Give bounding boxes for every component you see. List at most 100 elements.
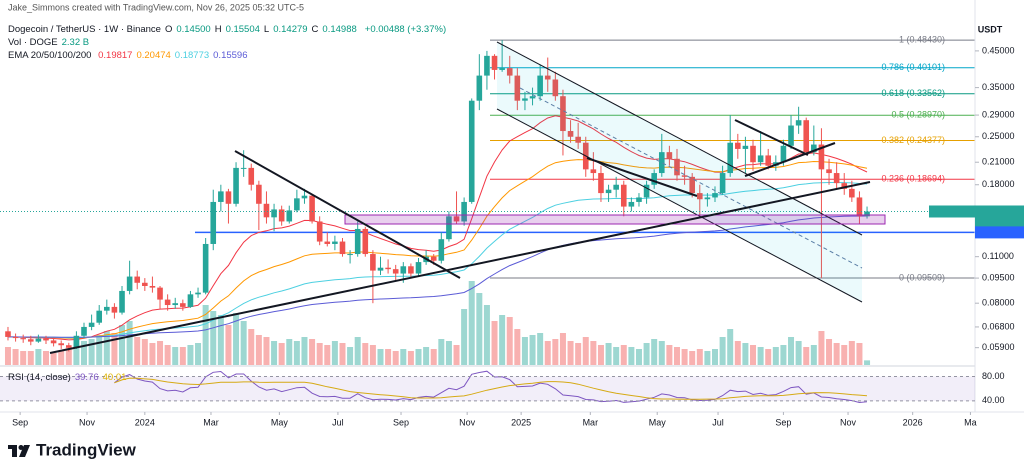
candle-body	[674, 158, 680, 176]
volume-bar	[134, 337, 141, 365]
candle-body	[620, 184, 627, 207]
volume-bar	[423, 347, 430, 365]
volume-bar	[20, 351, 27, 365]
candle-body	[484, 55, 490, 76]
candle-body	[590, 169, 597, 174]
candle-body	[651, 173, 657, 185]
volume-bar	[491, 321, 498, 365]
volume-bar	[316, 343, 323, 365]
volume-bar	[628, 347, 635, 365]
volume-bar	[240, 321, 247, 365]
price-tag-box	[975, 205, 1024, 228]
volume-bar	[795, 341, 802, 365]
ema-line	[8, 215, 868, 338]
candle-body	[240, 167, 247, 169]
volume-bar	[575, 343, 582, 365]
volume-bar	[187, 345, 194, 365]
volume-bar	[833, 343, 840, 365]
brand: TradingView	[36, 440, 137, 459]
candle-body	[400, 266, 407, 274]
candle-body	[811, 144, 817, 153]
volume-bar	[42, 351, 49, 365]
candle-body	[392, 269, 399, 274]
candle-body	[58, 343, 64, 346]
volume-bar	[324, 345, 331, 365]
volume-bar	[590, 341, 597, 365]
volume-bar	[149, 343, 156, 365]
trend-line	[586, 157, 698, 197]
volume-bar	[635, 349, 642, 365]
volume-bar	[681, 349, 688, 365]
x-tick-label: Jul	[712, 417, 724, 427]
candle-body	[826, 169, 832, 174]
rsi-band	[0, 376, 975, 401]
candle-body	[278, 209, 285, 222]
axis-unit: USDT	[978, 24, 1003, 34]
fib-label: 0 (0.09509)	[899, 272, 945, 282]
volume-bar	[12, 349, 19, 365]
volume-bar	[803, 347, 810, 365]
x-tick-label: Sep	[12, 417, 28, 427]
rsi-line	[114, 370, 868, 404]
volume-bar	[476, 293, 483, 365]
volume-bar	[354, 337, 361, 365]
candle-body	[491, 55, 498, 70]
candle-body	[560, 96, 566, 132]
ohlc-key: C	[311, 24, 319, 35]
candle-body	[309, 195, 315, 222]
candle-body	[104, 306, 110, 311]
candle-body	[575, 136, 581, 143]
candle-body	[81, 326, 87, 336]
candle-body	[514, 75, 521, 101]
volume-bar	[172, 347, 179, 365]
volume-bar	[4, 347, 11, 365]
x-tick-label: Nov	[840, 417, 857, 427]
candle-body	[271, 209, 277, 218]
volume-bar	[864, 360, 871, 365]
volume-bar	[750, 345, 757, 365]
volume-bar	[651, 339, 658, 365]
volume-bar	[126, 321, 133, 365]
volume-bar	[50, 353, 57, 365]
volume-bar	[415, 349, 422, 365]
candle-body	[301, 195, 308, 199]
volume-bar	[377, 349, 384, 365]
candle-body	[20, 338, 26, 340]
candle-body	[567, 131, 574, 137]
volume-bar	[96, 335, 103, 365]
x-tick-label: May	[649, 417, 667, 427]
ema-value: 0.18773	[174, 50, 210, 61]
candle-body	[658, 152, 665, 174]
volume-bar	[271, 341, 278, 365]
y-tick-label: 0.06800	[982, 321, 1015, 331]
volume-bar	[673, 347, 680, 365]
candle-body	[362, 228, 369, 255]
volume-bar	[263, 337, 270, 365]
rsi-ma-line	[114, 377, 868, 400]
ema-value: 0.19817	[98, 50, 133, 61]
volume-bar	[719, 337, 726, 365]
volume-bar	[27, 351, 34, 365]
rsi-ma: 40.01	[102, 372, 127, 383]
y-tick-label: 0.45000	[982, 45, 1015, 55]
volume-bar	[157, 341, 164, 365]
volume-bar	[453, 345, 460, 365]
x-tick-label: Jul	[332, 417, 344, 427]
candle-body	[35, 338, 42, 342]
volume-bar	[392, 351, 399, 365]
volume-bar	[286, 339, 293, 365]
fib-label: 1 (0.48430)	[899, 35, 945, 45]
fib-label: 0.5 (0.28970)	[891, 110, 945, 120]
volume-bar	[445, 341, 452, 365]
volume-bar	[712, 349, 718, 365]
x-tick-label: Nov	[459, 417, 476, 427]
x-tick-label: Ma	[964, 417, 977, 427]
candle-body	[157, 287, 163, 300]
volume-bar	[734, 341, 741, 365]
volume-bar	[620, 345, 627, 365]
candle-body	[468, 100, 475, 202]
volume-bar	[111, 333, 118, 365]
candle-body	[430, 256, 437, 261]
trend-line	[49, 181, 871, 354]
